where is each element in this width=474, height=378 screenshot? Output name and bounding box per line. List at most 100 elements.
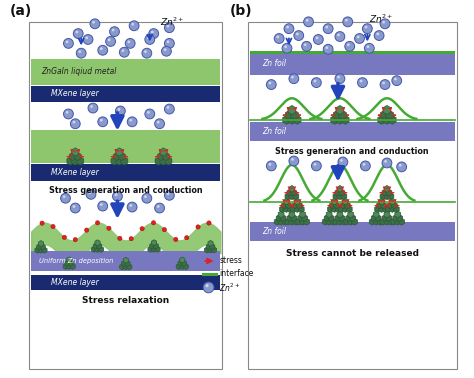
Bar: [31, 85, 220, 102]
Circle shape: [143, 195, 151, 202]
Circle shape: [306, 19, 309, 22]
Polygon shape: [384, 211, 390, 218]
Circle shape: [157, 121, 160, 124]
Circle shape: [294, 31, 304, 40]
Circle shape: [98, 45, 108, 55]
Circle shape: [164, 23, 174, 33]
Circle shape: [149, 29, 159, 39]
Circle shape: [125, 39, 135, 48]
Text: stress: stress: [219, 256, 242, 265]
Polygon shape: [379, 198, 384, 205]
Circle shape: [166, 24, 173, 31]
Circle shape: [112, 29, 115, 31]
Polygon shape: [346, 215, 352, 222]
Polygon shape: [160, 148, 167, 156]
Text: Stress generation and conduction: Stress generation and conduction: [49, 186, 202, 195]
Circle shape: [86, 189, 96, 199]
Circle shape: [326, 46, 328, 49]
Polygon shape: [160, 157, 167, 165]
Circle shape: [155, 203, 164, 213]
Circle shape: [311, 161, 321, 171]
Polygon shape: [385, 206, 391, 212]
Circle shape: [335, 32, 345, 42]
Circle shape: [301, 42, 311, 51]
Polygon shape: [294, 206, 300, 212]
Circle shape: [73, 205, 75, 208]
Bar: [31, 164, 220, 181]
Circle shape: [83, 34, 93, 44]
Circle shape: [344, 18, 351, 25]
Polygon shape: [72, 148, 79, 156]
Circle shape: [345, 19, 348, 22]
Circle shape: [360, 80, 363, 82]
Circle shape: [156, 204, 163, 212]
Polygon shape: [330, 202, 336, 209]
Polygon shape: [287, 189, 293, 196]
Circle shape: [71, 119, 80, 129]
Polygon shape: [280, 206, 285, 212]
Circle shape: [365, 43, 374, 53]
Polygon shape: [183, 263, 188, 270]
Circle shape: [313, 34, 323, 44]
Circle shape: [357, 36, 359, 38]
Polygon shape: [333, 218, 339, 225]
Circle shape: [144, 50, 147, 53]
Circle shape: [366, 45, 369, 48]
Circle shape: [118, 236, 122, 240]
Circle shape: [381, 20, 389, 28]
Polygon shape: [337, 211, 343, 218]
Polygon shape: [337, 186, 343, 192]
Polygon shape: [206, 244, 211, 249]
Circle shape: [75, 31, 78, 33]
Polygon shape: [285, 110, 293, 119]
Polygon shape: [67, 263, 72, 270]
Circle shape: [64, 109, 73, 119]
Polygon shape: [334, 202, 339, 209]
Polygon shape: [285, 218, 291, 225]
Text: Stress cannot be released: Stress cannot be released: [286, 249, 419, 258]
Circle shape: [337, 76, 340, 79]
Circle shape: [51, 225, 55, 229]
Circle shape: [345, 42, 355, 51]
Circle shape: [90, 105, 93, 108]
Circle shape: [99, 46, 106, 54]
Circle shape: [166, 192, 173, 199]
Circle shape: [99, 202, 106, 210]
Circle shape: [381, 81, 389, 88]
Circle shape: [85, 37, 88, 39]
Circle shape: [120, 48, 128, 56]
Text: Stress generation and conduction: Stress generation and conduction: [275, 147, 429, 156]
Polygon shape: [304, 218, 310, 225]
Circle shape: [129, 21, 139, 31]
Polygon shape: [182, 260, 187, 266]
Polygon shape: [278, 211, 284, 218]
Polygon shape: [70, 263, 75, 270]
Polygon shape: [111, 157, 118, 165]
Circle shape: [167, 40, 169, 43]
Polygon shape: [352, 218, 357, 225]
Polygon shape: [208, 240, 213, 246]
Circle shape: [343, 17, 353, 27]
Polygon shape: [276, 215, 282, 222]
Polygon shape: [399, 218, 405, 225]
Circle shape: [156, 120, 163, 127]
Polygon shape: [374, 206, 381, 212]
Polygon shape: [348, 218, 354, 225]
Circle shape: [375, 32, 383, 39]
Circle shape: [66, 111, 68, 114]
Text: MXene layer: MXene layer: [51, 278, 99, 287]
Polygon shape: [331, 115, 338, 124]
Circle shape: [289, 74, 299, 84]
Polygon shape: [176, 263, 182, 270]
Polygon shape: [95, 246, 100, 253]
Text: MXene layer: MXene layer: [51, 168, 99, 177]
Polygon shape: [344, 218, 350, 225]
Circle shape: [157, 205, 160, 208]
Circle shape: [362, 162, 369, 170]
Circle shape: [78, 50, 81, 53]
Polygon shape: [395, 211, 401, 218]
Circle shape: [99, 118, 106, 125]
Polygon shape: [127, 264, 132, 270]
Circle shape: [382, 158, 392, 168]
Polygon shape: [38, 247, 44, 253]
